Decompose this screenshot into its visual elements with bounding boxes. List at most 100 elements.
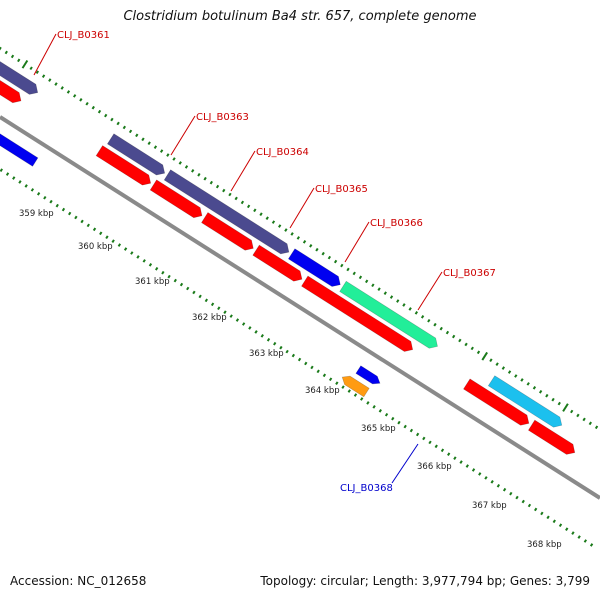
- outer-tick: [234, 196, 238, 201]
- inner-tick: [304, 361, 308, 366]
- outer-tick: [420, 315, 425, 319]
- cds-arrow[interactable]: [463, 378, 530, 426]
- accession-label: Accession: NC_012658: [10, 574, 147, 588]
- cds-arrow[interactable]: [301, 275, 414, 352]
- outer-tick: [0, 46, 2, 51]
- outer-tick: [4, 50, 8, 55]
- callout-lines: [33, 33, 443, 484]
- inner-tick: [142, 259, 146, 263]
- inner-tick: [521, 499, 525, 504]
- inner-tick: [502, 487, 507, 492]
- outer-tick: [383, 291, 387, 295]
- inner-tick: [478, 472, 482, 476]
- outer-tick: [402, 303, 406, 307]
- inner-tick: [316, 369, 320, 374]
- outer-tick: [135, 133, 139, 138]
- gene-clj_b0364[interactable]: [163, 169, 290, 255]
- outer-tick: [203, 176, 207, 181]
- cds-arrow-small[interactable]: [355, 365, 381, 385]
- inner-tick: [465, 464, 469, 468]
- outer-tick: [85, 101, 89, 106]
- callout-label-clj_b0361[interactable]: CLJ_B0361: [57, 30, 110, 41]
- cds-arrow[interactable]: [149, 179, 203, 219]
- outer-tick: [178, 161, 182, 165]
- inner-tick: [74, 215, 78, 220]
- gene-clj_b0365[interactable]: [287, 248, 341, 287]
- kbp-label: 367 kbp: [472, 501, 507, 511]
- cds-arrow[interactable]: [0, 50, 22, 104]
- gene-clj_b0361[interactable]: [0, 57, 39, 95]
- gene-clj_b0366[interactable]: [339, 280, 438, 349]
- kbp-label: 362 kbp: [192, 313, 227, 323]
- outer-tick: [594, 425, 599, 430]
- outer-tick: [470, 346, 474, 351]
- inner-tick: [558, 523, 563, 528]
- cds-reverse-arrow[interactable]: [0, 130, 39, 167]
- outer-tick: [365, 279, 369, 284]
- inner-tick: [378, 409, 382, 413]
- inner-tick: [328, 377, 333, 382]
- outer-tick: [489, 358, 493, 363]
- inner-tick: [285, 349, 289, 354]
- outer-tick: [464, 342, 468, 347]
- outer-tick: [315, 247, 319, 252]
- callout-label-clj_b0366[interactable]: CLJ_B0366: [370, 218, 423, 229]
- inner-tick: [534, 507, 538, 512]
- inner-tick: [391, 416, 395, 421]
- cds-arrow[interactable]: [252, 244, 303, 282]
- inner-tick: [43, 195, 47, 200]
- outer-tick: [240, 200, 245, 205]
- feature-track: [0, 50, 576, 455]
- outer-tick: [396, 299, 400, 303]
- callout-label-clj_b0365[interactable]: CLJ_B0365: [315, 184, 368, 195]
- inner-tick: [248, 326, 252, 330]
- outer-tick: [458, 338, 462, 343]
- outer-tick: [110, 117, 114, 122]
- outer-tick: [476, 350, 481, 355]
- outer-tick: [284, 228, 288, 232]
- outer-tick: [445, 330, 450, 335]
- cds-arrow[interactable]: [95, 145, 152, 186]
- callout-label-clj_b0368[interactable]: CLJ_B0368: [340, 483, 393, 494]
- outer-tick: [340, 263, 344, 268]
- gene-clj_b0363[interactable]: [106, 133, 166, 176]
- inner-tick: [384, 412, 389, 417]
- inner-tick: [55, 203, 59, 208]
- outer-tick: [302, 240, 307, 244]
- cds-arrow[interactable]: [527, 419, 576, 455]
- inner-tick: [18, 180, 22, 184]
- callout-label-clj_b0367[interactable]: CLJ_B0367: [443, 268, 496, 279]
- outer-tick: [215, 184, 220, 189]
- inner-tick: [217, 306, 221, 311]
- inner-tick: [167, 274, 171, 279]
- outer-tick: [532, 386, 537, 390]
- callout-label-clj_b0364[interactable]: CLJ_B0364: [256, 147, 309, 158]
- inner-tick: [515, 495, 519, 500]
- cds-arrow[interactable]: [201, 212, 254, 251]
- outer-tick: [35, 70, 40, 74]
- inner-tick: [49, 199, 53, 204]
- outer-tick: [290, 232, 294, 236]
- inner-tick: [335, 381, 339, 385]
- outer-tick: [576, 413, 580, 418]
- inner-tick: [310, 365, 314, 370]
- inner-tick: [0, 168, 3, 172]
- gene-clj_b0367[interactable]: [487, 375, 563, 428]
- inner-tick: [297, 357, 302, 362]
- map-title: Clostridium botulinum Ba4 str. 657, comp…: [123, 9, 477, 24]
- inner-tick: [409, 428, 414, 433]
- gene-clj_b0368[interactable]: [341, 375, 370, 398]
- outer-tick: [495, 362, 499, 366]
- outer-tick: [21, 59, 29, 69]
- outer-tick: [259, 212, 263, 217]
- inner-tick: [130, 251, 134, 255]
- outer-tick: [427, 318, 431, 323]
- outer-tick: [481, 351, 488, 361]
- inner-tick: [552, 519, 556, 524]
- genome-backbone: [0, 115, 600, 500]
- kbp-labels: 359 kbp 360 kbp 361 kbp 362 kbp 363 kbp 364 k…: [19, 209, 562, 550]
- inner-tick: [509, 491, 513, 496]
- outer-tick: [333, 259, 338, 264]
- callout-label-clj_b0363[interactable]: CLJ_B0363: [196, 112, 249, 123]
- inner-tick: [161, 270, 165, 275]
